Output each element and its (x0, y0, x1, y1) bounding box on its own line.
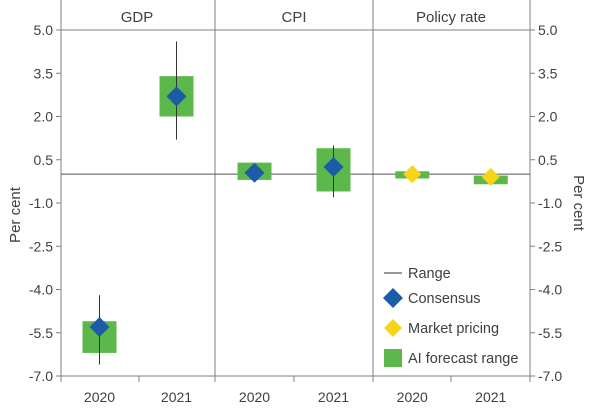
y-tick-label-left: -1.0 (29, 195, 53, 211)
x-tick-label: 2020 (84, 389, 115, 405)
panel-title-gdp: GDP (121, 9, 154, 26)
data-marks (82, 41, 508, 365)
y-tick-label-right: -4.0 (538, 282, 562, 298)
legend-swatch-consensus (383, 288, 403, 308)
y-tick-label-left: -7.0 (29, 368, 53, 384)
market-pricing-marker (403, 165, 422, 184)
legend: Range Consensus Market pricing AI forecast … (383, 266, 518, 367)
legend-swatch-ai-forecast-range (384, 349, 402, 367)
legend-label-ai-forecast-range: AI forecast range (408, 351, 518, 367)
y-tick-label-left: 5.0 (34, 22, 54, 38)
y-tick-label-left: 2.0 (34, 109, 54, 125)
y-tick-label-right: -5.5 (538, 325, 562, 341)
y-tick-label-right: -1.0 (538, 195, 562, 211)
y-tick-label-left: -4.0 (29, 282, 53, 298)
y-tick-label-right: 3.5 (538, 65, 558, 81)
consensus-marker (244, 162, 265, 183)
x-tick-label: 2021 (475, 389, 506, 405)
x-tick-label: 2021 (318, 389, 349, 405)
y-tick-label-left: -2.5 (29, 238, 53, 254)
y-tick-label-left: 0.5 (34, 152, 54, 168)
consensus-marker (89, 316, 110, 337)
y-tick-label-left: 3.5 (34, 65, 54, 81)
legend-label-range: Range (408, 266, 451, 282)
x-tick-label: 2020 (397, 389, 428, 405)
y-tick-label-right: -2.5 (538, 238, 562, 254)
y-axis-title-right: Per cent (570, 175, 587, 232)
chart-frame (56, 0, 535, 382)
y-tick-label-right: -7.0 (538, 368, 562, 384)
x-tick-label: 2021 (161, 389, 192, 405)
y-tick-label-right: 2.0 (538, 109, 558, 125)
market-pricing-marker (481, 168, 500, 187)
legend-label-market-pricing: Market pricing (408, 321, 499, 337)
y-axis-title-left: Per cent (7, 186, 24, 243)
panel-title-policy-rate: Policy rate (416, 9, 486, 26)
y-tick-label-left: -5.5 (29, 325, 53, 341)
legend-swatch-market-pricing (384, 319, 402, 337)
y-tick-label-right: 0.5 (538, 152, 558, 168)
y-tick-label-right: 5.0 (538, 22, 558, 38)
consensus-marker (323, 156, 344, 177)
consensus-marker (166, 86, 187, 107)
legend-label-consensus: Consensus (408, 291, 481, 307)
x-tick-label: 2020 (239, 389, 270, 405)
panel-title-cpi: CPI (281, 9, 306, 26)
tick-labels: 5.0 5.0 3.5 3.5 2.0 2.0 0.5 0.5 -1.0 -1.0 -2.5 -2.5… (29, 22, 562, 405)
